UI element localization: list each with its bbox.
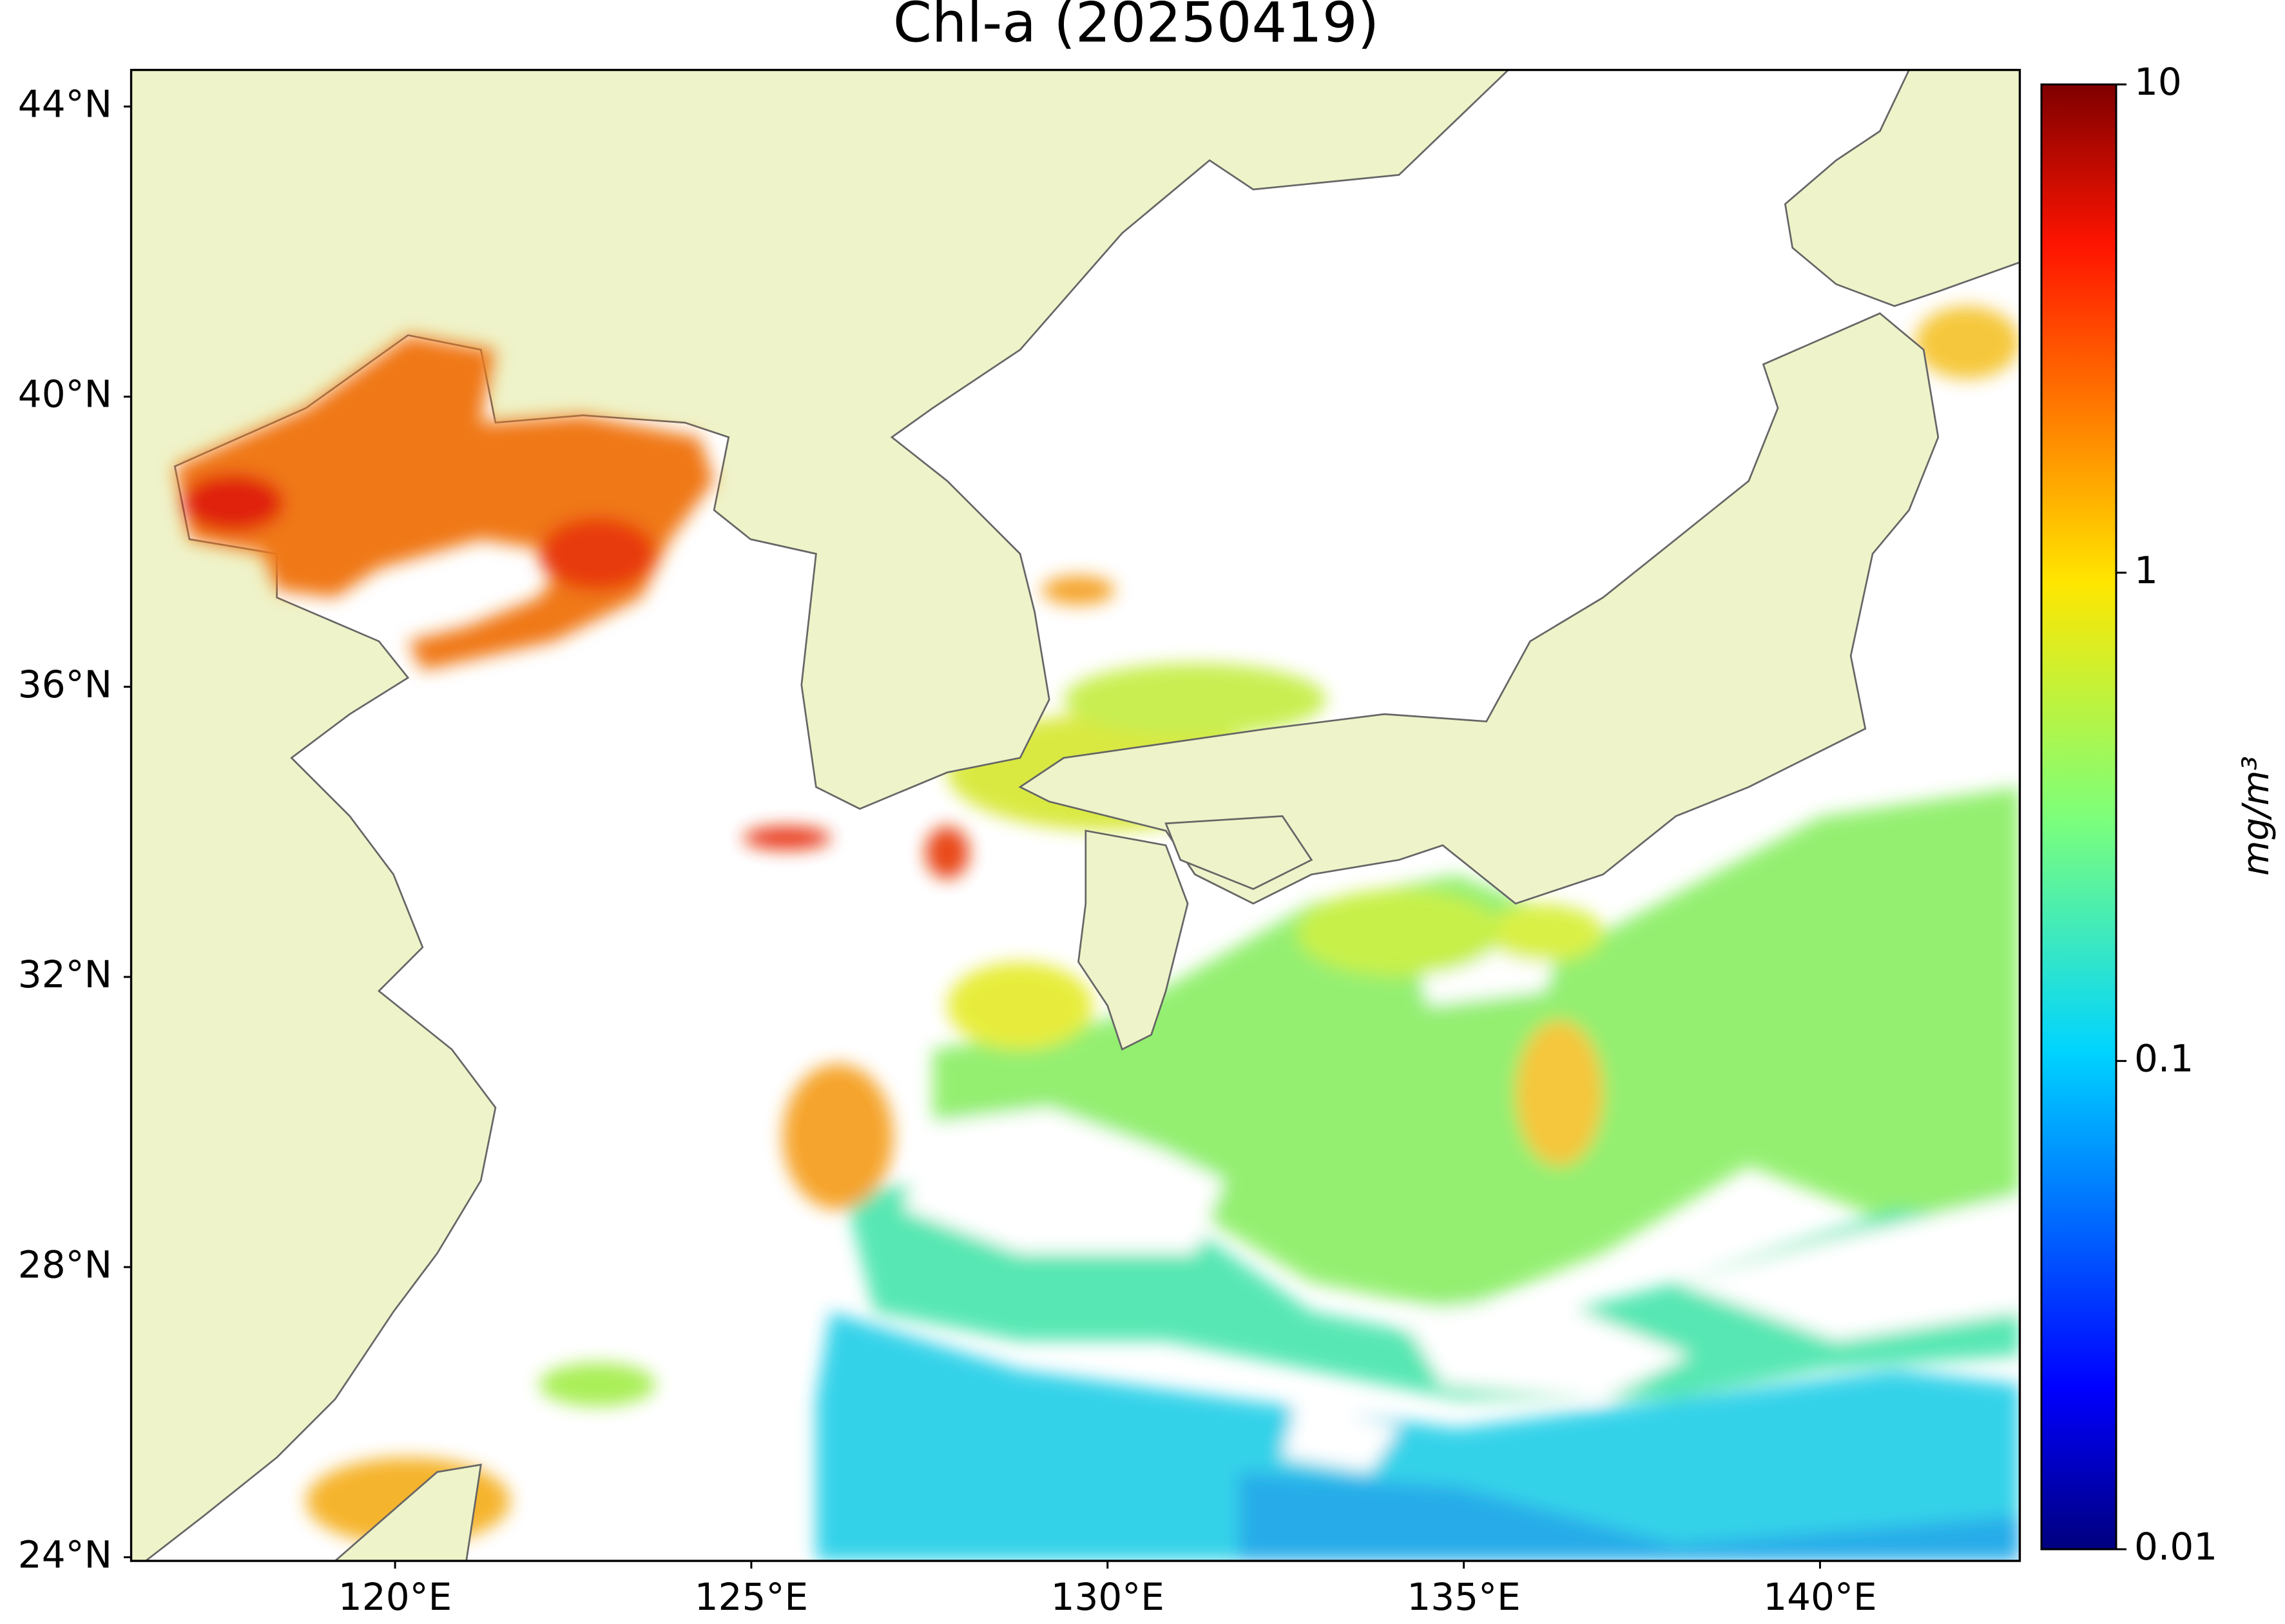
colorbar-tick-label: 0.01 xyxy=(2134,1525,2217,1569)
x-tick-label: 135°E xyxy=(1407,1575,1520,1619)
colorbar-tick-label: 1 xyxy=(2134,548,2158,592)
colorbar-label: mg/m³ xyxy=(2235,756,2277,876)
colorbar-tick-label: 0.1 xyxy=(2134,1036,2193,1080)
colorbar xyxy=(2040,83,2117,1551)
y-tick-label: 44°N xyxy=(18,82,112,126)
x-tick-label: 140°E xyxy=(1763,1575,1876,1619)
y-tick-label: 36°N xyxy=(18,662,112,706)
x-tick-label: 130°E xyxy=(1051,1575,1164,1619)
colorbar-tick-label: 10 xyxy=(2134,60,2182,104)
chart-title: Chl-a (20250419) xyxy=(893,0,1379,55)
y-tick-label: 32°N xyxy=(18,952,112,996)
y-tick-label: 24°N xyxy=(18,1532,112,1576)
y-tick-label: 28°N xyxy=(18,1242,112,1286)
y-tick-label: 40°N xyxy=(18,372,112,416)
x-tick-label: 125°E xyxy=(695,1575,808,1619)
x-tick-label: 120°E xyxy=(338,1575,452,1619)
map xyxy=(130,68,2021,1562)
